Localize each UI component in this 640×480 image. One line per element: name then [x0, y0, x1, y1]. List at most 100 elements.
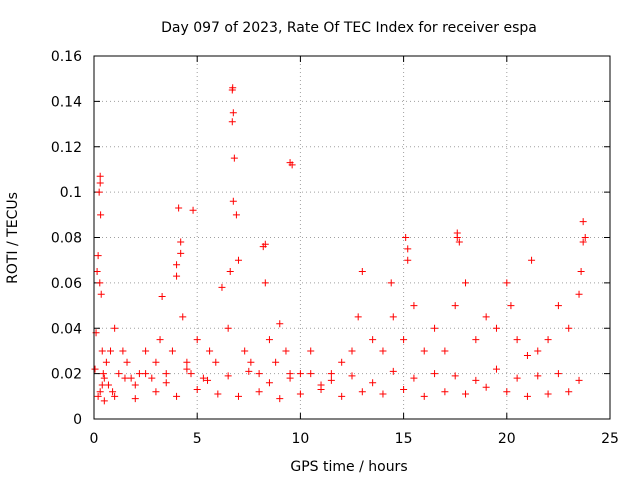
data-point: [187, 370, 195, 378]
data-point: [369, 379, 377, 387]
data-point: [94, 252, 102, 260]
data-point: [528, 256, 536, 264]
data-point: [581, 234, 589, 241]
y-tick-label: 0.04: [51, 321, 82, 337]
data-point: [389, 367, 397, 375]
data-point: [152, 358, 160, 366]
y-tick-label: 0.08: [51, 231, 82, 247]
data-point: [162, 370, 170, 378]
plot-frame: [93, 55, 611, 420]
data-point: [183, 358, 191, 366]
y-tick-label: 0.14: [51, 94, 82, 110]
data-point: [534, 347, 542, 355]
data-point: [554, 302, 562, 310]
data-point: [255, 388, 263, 396]
data-point: [554, 370, 562, 378]
data-point: [265, 379, 273, 387]
axis-ticks: 0 5 10 15 20 25 0 0.02 0.04 0.06 0.08 0.1 0.12 0.14 0.…: [51, 49, 619, 447]
data-point: [142, 370, 150, 378]
data-point: [261, 279, 269, 287]
data-point: [255, 370, 263, 378]
data-point: [358, 268, 366, 276]
data-point: [98, 347, 106, 355]
data-point: [441, 347, 449, 355]
x-tick-label: 5: [193, 431, 202, 447]
data-point: [400, 386, 408, 394]
data-point: [173, 272, 181, 280]
x-tick-label: 20: [498, 431, 516, 447]
data-point: [503, 388, 511, 396]
data-point: [99, 370, 107, 378]
data-point: [431, 370, 439, 378]
data-point: [102, 358, 110, 366]
data-point: [441, 388, 449, 396]
data-point: [379, 347, 387, 355]
data-point: [189, 206, 197, 214]
data-point: [218, 283, 226, 291]
data-point: [135, 370, 143, 378]
data-point: [175, 204, 183, 212]
data-point: [91, 365, 99, 373]
y-tick-label: 0.12: [51, 140, 82, 156]
data-point: [575, 376, 583, 384]
data-point: [109, 388, 117, 396]
data-point: [482, 383, 490, 391]
data-point: [462, 279, 470, 287]
data-point: [400, 336, 408, 344]
data-point: [358, 388, 366, 396]
data-point: [348, 372, 356, 380]
y-axis-label: ROTI / TECUs: [5, 192, 21, 284]
data-point: [503, 279, 511, 287]
data-point: [173, 392, 181, 400]
y-tick-label: 0: [73, 412, 82, 428]
data-point: [193, 386, 201, 394]
data-point: [229, 109, 237, 117]
data-point: [579, 218, 587, 226]
data-point: [162, 379, 170, 387]
data-point: [179, 313, 187, 321]
x-axis-label: GPS time / hours: [290, 459, 407, 475]
data-point: [115, 370, 123, 378]
data-point: [127, 374, 135, 382]
data-point: [379, 390, 387, 398]
data-point: [131, 381, 139, 389]
data-point: [404, 245, 412, 253]
data-point: [420, 347, 428, 355]
y-tick-label: 0.1: [60, 185, 82, 201]
data-point: [544, 390, 552, 398]
data-point: [431, 324, 439, 332]
data-point: [229, 84, 237, 92]
data-point: [95, 188, 103, 196]
data-point: [121, 374, 129, 382]
data-point: [307, 370, 315, 378]
data-point: [286, 159, 294, 167]
data-point: [296, 370, 304, 378]
data-point: [317, 386, 325, 394]
data-point: [96, 279, 104, 287]
data-point: [234, 392, 242, 400]
data-point: [286, 374, 294, 382]
data-point: [389, 313, 397, 321]
data-point: [492, 365, 500, 373]
data-point: [229, 197, 237, 205]
x-tick-label: 10: [291, 431, 309, 447]
x-tick-label: 0: [90, 431, 99, 447]
data-point: [472, 376, 480, 384]
data-point: [183, 365, 191, 373]
data-point: [232, 211, 240, 219]
data-point: [148, 374, 156, 382]
data-point: [523, 351, 531, 359]
data-point: [410, 374, 418, 382]
data-point: [354, 313, 362, 321]
data-point: [224, 372, 232, 380]
data-point: [369, 336, 377, 344]
data-point: [96, 179, 104, 187]
data-point: [111, 324, 119, 332]
data-point: [247, 358, 255, 366]
x-tick-label: 15: [395, 431, 413, 447]
chart-title: Day 097 of 2023, Rate Of TEC Index for r…: [161, 20, 537, 36]
data-points: [91, 84, 589, 405]
data-point: [276, 320, 284, 328]
data-point: [206, 347, 214, 355]
data-point: [104, 381, 112, 389]
